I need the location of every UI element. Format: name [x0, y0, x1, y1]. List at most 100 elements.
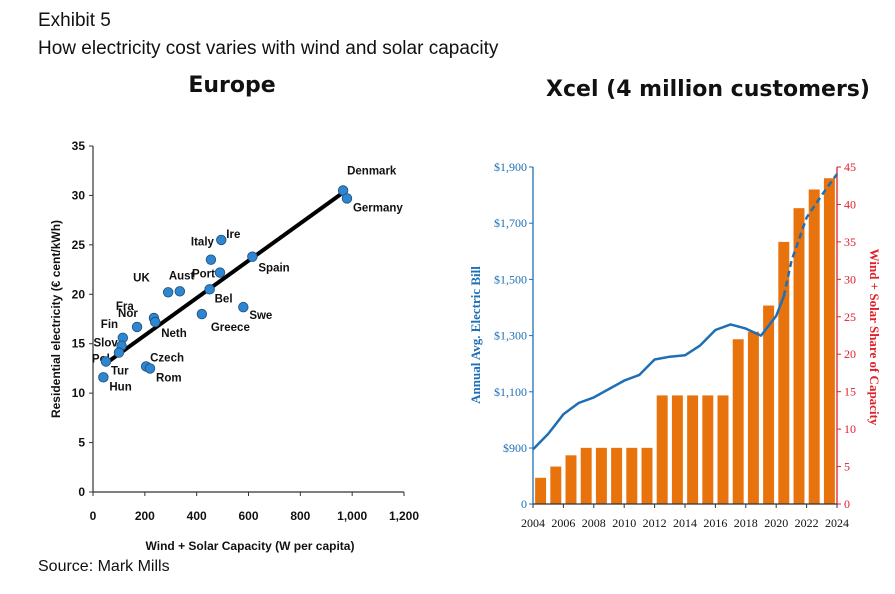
europe-point-label: Neth — [161, 328, 187, 340]
europe-point-label: Fin — [101, 319, 118, 331]
xcel-x-tick-label: 2020 — [764, 516, 788, 530]
europe-point-label: Swe — [249, 310, 272, 322]
europe-point-label: Germany — [353, 202, 403, 214]
europe-point-spain — [247, 251, 258, 262]
europe-x-tick-label: 600 — [238, 509, 258, 523]
xcel-right-tick-label: 0 — [844, 497, 850, 511]
xcel-left-tick-label: $1,700 — [494, 216, 527, 230]
europe-point-label: Ire — [226, 229, 240, 241]
xcel-bill-projection — [782, 173, 839, 297]
europe-y-tick-label: 0 — [78, 485, 85, 499]
xcel-left-axis-title: Annual Avg. Electric Bill — [468, 266, 483, 404]
europe-point-label: Denmark — [347, 165, 397, 177]
europe-point-greece — [196, 308, 208, 320]
europe-y-tick-label: 20 — [72, 287, 86, 301]
europe-y-tick-label: 10 — [72, 386, 86, 400]
xcel-bar-2014 — [687, 395, 699, 504]
europe-point-label: UK — [133, 272, 150, 284]
xcel-bar-2013 — [671, 395, 683, 504]
europe-point-label: Aust — [169, 270, 195, 282]
xcel-bar-2004 — [535, 477, 547, 504]
europe-x-tick-label: 1,200 — [389, 509, 419, 523]
xcel-bar-2009 — [611, 447, 623, 504]
xcel-bar-2023 — [823, 178, 835, 504]
xcel-bar-2018 — [747, 331, 759, 504]
xcel-bar-2012 — [656, 395, 668, 504]
europe-x-tick-label: 0 — [90, 509, 97, 523]
xcel-x-tick-label: 2024 — [825, 516, 849, 530]
europe-point-label: Rom — [156, 372, 182, 384]
europe-point-label: Nor — [118, 308, 138, 320]
europe-y-tick-label: 25 — [72, 238, 86, 252]
xcel-bar-2016 — [717, 395, 729, 504]
xcel-bar-2011 — [641, 447, 653, 504]
europe-point-uk — [162, 287, 174, 298]
xcel-bar-2005 — [550, 466, 562, 504]
xcel-bar-2008 — [595, 447, 607, 504]
xcel-bar-2020 — [778, 241, 790, 504]
europe-x-axis-title: Wind + Solar Capacity (W per capita) — [146, 539, 355, 553]
europe-point-label: Italy — [191, 237, 215, 249]
europe-point-label: Port — [192, 269, 215, 281]
exhibit-subtitle: How electricity cost varies with wind an… — [38, 38, 499, 59]
xcel-x-tick-label: 2014 — [673, 516, 697, 530]
europe-point-ire — [216, 234, 227, 246]
xcel-bar-2007 — [580, 447, 592, 504]
xcel-bar-2021 — [793, 208, 805, 504]
xcel-bar-2022 — [808, 189, 820, 504]
xcel-x-tick-label: 2008 — [582, 516, 606, 530]
xcel-left-tick-label: $1,300 — [494, 329, 527, 343]
europe-point-germany — [341, 193, 353, 204]
europe-point-label: Bel — [215, 293, 233, 305]
europe-trendline — [107, 191, 343, 364]
europe-point-label: Czech — [150, 352, 184, 364]
europe-point-swe — [238, 301, 249, 313]
europe-x-tick-label: 400 — [187, 509, 207, 523]
europe-point-aust — [174, 286, 186, 297]
europe-y-tick-label: 5 — [78, 436, 85, 450]
europe-point-pol — [113, 347, 125, 358]
europe-point-label: Hun — [109, 381, 131, 393]
source-note: Source: Mark Mills — [38, 558, 170, 575]
europe-point-label: Spain — [258, 263, 289, 275]
xcel-right-tick-label: 10 — [844, 422, 856, 436]
xcel-bar-2017 — [732, 339, 744, 504]
xcel-right-tick-label: 35 — [844, 235, 856, 249]
xcel-x-tick-label: 2010 — [612, 516, 636, 530]
xcel-left-tick-label: $900 — [503, 441, 527, 455]
xcel-left-tick-label: 0 — [521, 497, 527, 511]
xcel-x-tick-label: 2012 — [643, 516, 667, 530]
europe-point-italy — [205, 254, 217, 265]
xcel-left-tick-label: $1,900 — [494, 160, 527, 174]
europe-point-bel — [204, 284, 215, 295]
europe-point-neth — [149, 316, 161, 328]
europe-point-nor — [131, 321, 143, 333]
xcel-x-tick-label: 2018 — [734, 516, 758, 530]
xcel-left-tick-label: $1,500 — [494, 272, 527, 286]
xcel-bill-line — [532, 295, 785, 451]
europe-x-tick-label: 200 — [135, 509, 155, 523]
europe-x-tick-label: 1,000 — [337, 509, 367, 523]
europe-x-tick-label: 800 — [290, 509, 310, 523]
xcel-right-tick-label: 40 — [844, 197, 856, 211]
xcel-left-tick-label: $1,100 — [494, 385, 527, 399]
xcel-right-tick-label: 30 — [844, 272, 856, 286]
europe-point-label: Slov — [94, 338, 119, 350]
xcel-bar-2015 — [702, 395, 714, 504]
europe-point-rom — [144, 363, 156, 374]
europe-point-port — [214, 267, 226, 278]
xcel-right-tick-label: 5 — [844, 460, 850, 474]
europe-y-tick-label: 15 — [72, 337, 86, 351]
europe-point-hun — [98, 372, 109, 383]
europe-y-axis-title: Residential electricity (€ cent/kWh) — [49, 220, 63, 418]
europe-chart-title: Europe — [188, 73, 275, 98]
europe-point-label: Fra — [116, 301, 135, 313]
xcel-right-axis-title: Wind + Solar Share of Capacity — [867, 249, 882, 426]
xcel-right-tick-label: 45 — [844, 160, 856, 174]
europe-point-tur — [100, 356, 112, 367]
xcel-bar-2019 — [763, 305, 775, 504]
xcel-x-tick-label: 2006 — [551, 516, 575, 530]
xcel-right-tick-label: 20 — [844, 347, 856, 361]
xcel-right-tick-label: 15 — [844, 385, 856, 399]
